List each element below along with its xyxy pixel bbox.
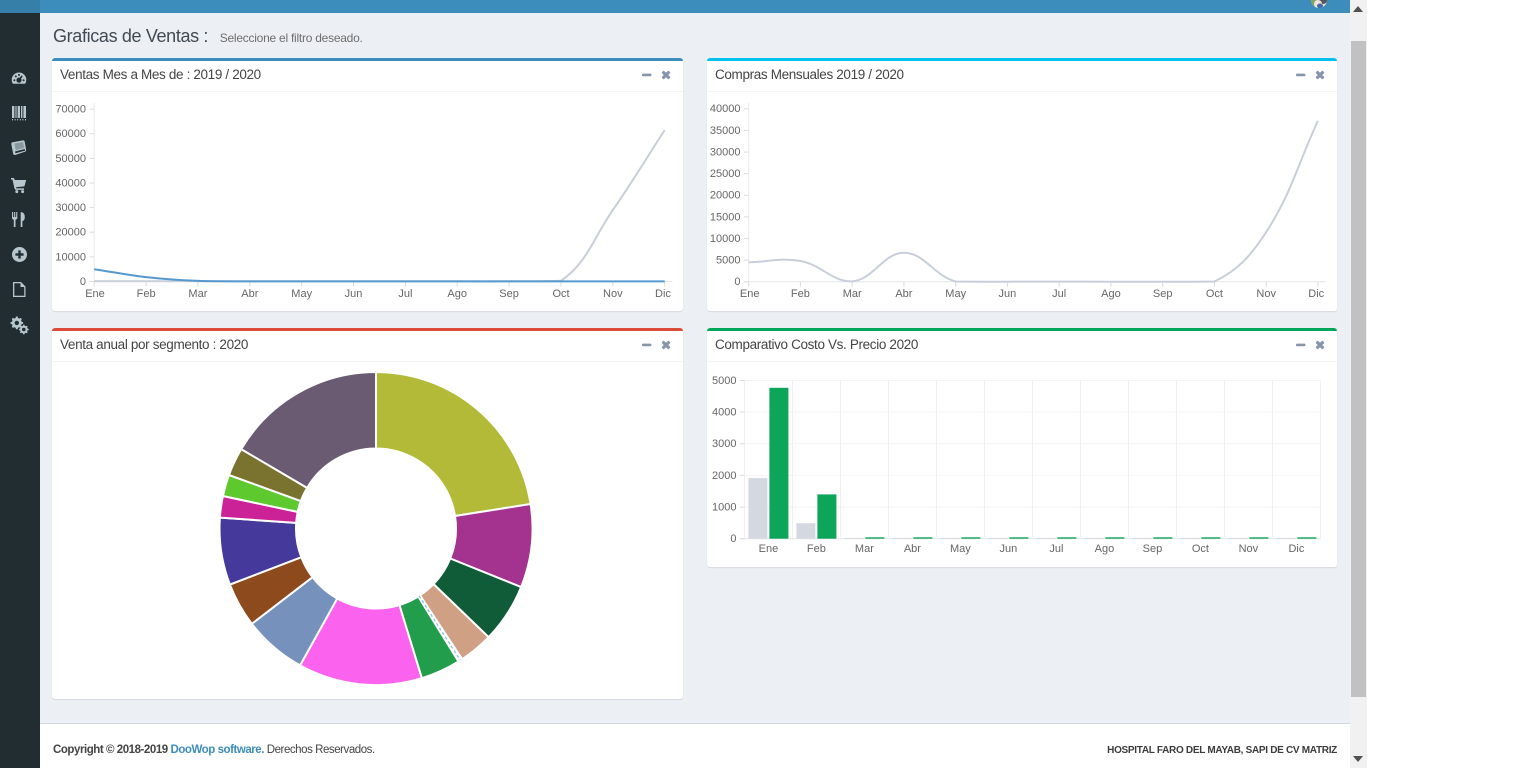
svg-text:Ago: Ago (1101, 288, 1121, 300)
svg-text:2000: 2000 (712, 469, 736, 481)
svg-text:3000: 3000 (712, 438, 736, 450)
svg-text:Sep: Sep (499, 288, 519, 300)
svg-text:Mar: Mar (843, 288, 862, 300)
svg-text:4000: 4000 (712, 406, 736, 418)
svg-text:Sep: Sep (1153, 288, 1173, 300)
svg-text:Jul: Jul (1049, 543, 1063, 555)
svg-text:Jun: Jun (345, 288, 363, 300)
svg-text:Ene: Ene (85, 288, 105, 300)
svg-text:Dic: Dic (655, 288, 671, 300)
svg-text:30000: 30000 (55, 202, 86, 214)
svg-text:15000: 15000 (710, 211, 741, 223)
svg-text:5000: 5000 (716, 255, 740, 267)
svg-text:Ene: Ene (759, 543, 779, 555)
svg-text:May: May (291, 288, 312, 300)
svg-text:Oct: Oct (552, 288, 569, 300)
svg-text:70000: 70000 (55, 104, 86, 116)
svg-text:10000: 10000 (55, 251, 86, 263)
svg-text:Mar: Mar (188, 288, 207, 300)
svg-text:0: 0 (734, 276, 740, 288)
svg-text:May: May (950, 543, 971, 555)
svg-text:0: 0 (80, 276, 86, 288)
svg-text:Feb: Feb (807, 543, 826, 555)
svg-text:1000: 1000 (712, 501, 736, 513)
svg-text:May: May (945, 288, 966, 300)
svg-text:5000: 5000 (712, 374, 736, 386)
svg-text:20000: 20000 (710, 190, 741, 202)
svg-text:Abr: Abr (241, 288, 258, 300)
svg-text:60000: 60000 (55, 128, 86, 140)
svg-text:Ago: Ago (447, 288, 467, 300)
svg-text:Jul: Jul (1052, 288, 1066, 300)
svg-text:40000: 40000 (710, 103, 741, 115)
svg-text:40000: 40000 (55, 178, 86, 190)
svg-text:Abr: Abr (904, 543, 921, 555)
svg-text:25000: 25000 (710, 168, 741, 180)
svg-text:Sep: Sep (1143, 543, 1163, 555)
svg-text:Ago: Ago (1095, 543, 1115, 555)
svg-text:Feb: Feb (791, 288, 810, 300)
svg-text:Oct: Oct (1192, 543, 1209, 555)
svg-text:10000: 10000 (710, 233, 741, 245)
svg-text:Jul: Jul (398, 288, 412, 300)
svg-text:35000: 35000 (710, 125, 741, 137)
svg-text:Nov: Nov (1239, 543, 1259, 555)
svg-text:Mar: Mar (855, 543, 874, 555)
svg-text:Dic: Dic (1308, 288, 1324, 300)
svg-text:Ene: Ene (740, 288, 760, 300)
svg-text:Feb: Feb (137, 288, 156, 300)
svg-text:Jun: Jun (999, 288, 1017, 300)
svg-text:20000: 20000 (55, 227, 86, 239)
svg-text:Dic: Dic (1288, 543, 1304, 555)
svg-text:Jun: Jun (1000, 543, 1018, 555)
svg-text:Nov: Nov (1256, 288, 1276, 300)
svg-text:Oct: Oct (1206, 288, 1223, 300)
svg-text:Nov: Nov (603, 288, 623, 300)
svg-text:0: 0 (730, 533, 736, 545)
svg-text:50000: 50000 (55, 153, 86, 165)
svg-text:Abr: Abr (895, 288, 912, 300)
svg-text:30000: 30000 (710, 147, 741, 159)
